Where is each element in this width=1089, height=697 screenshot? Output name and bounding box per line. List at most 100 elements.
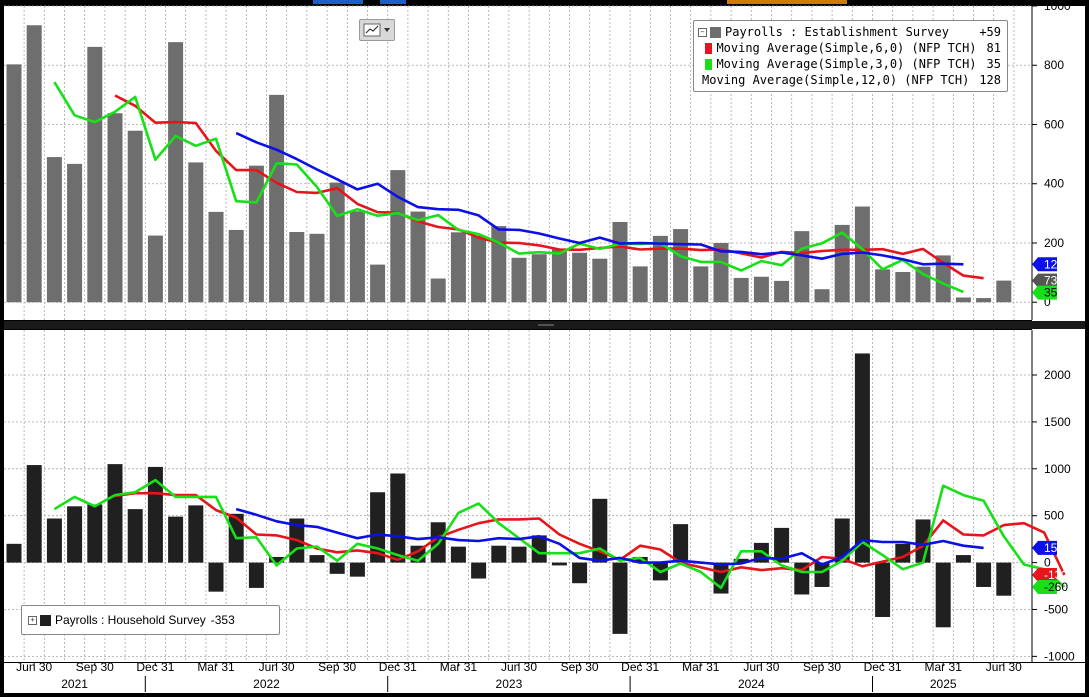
establishment-bar (147, 235, 163, 303)
establishment-bar (531, 254, 547, 303)
x-axis-strip (4, 663, 1085, 693)
ma3-line (53, 478, 1066, 590)
ma12-line (235, 131, 964, 266)
household-bar (127, 509, 143, 563)
y-tick-label: 600 (1044, 117, 1064, 131)
establishment-bar (632, 266, 648, 303)
value-tag-shape (1032, 540, 1057, 555)
legend-row-establishment[interactable]: − Payrolls : Establishment Survey +59 (698, 24, 1001, 40)
year-label: 2023 (496, 677, 523, 691)
household-bar (935, 562, 951, 628)
establishment-bar (370, 264, 386, 303)
legend-label: Payrolls : Household Survey (55, 613, 206, 627)
toolbar-tab-blue-2[interactable] (380, 0, 406, 4)
collapse-icon[interactable]: − (698, 27, 707, 37)
legend-row-ma6[interactable]: Moving Average(Simple,6,0) (NFP TCH) 81 (698, 40, 1001, 56)
establishment-bar (410, 211, 426, 303)
household-bar (673, 524, 689, 563)
y-tick-label: 200 (1044, 236, 1064, 250)
legend-label: Moving Average(Simple,12,0) (NFP TCH) (702, 73, 970, 87)
household-bar (87, 504, 103, 563)
legend-row-ma12[interactable]: Moving Average(Simple,12,0) (NFP TCH) 12… (698, 72, 1001, 88)
establishment-bar (592, 258, 608, 303)
value-tag-bar: 73 (1032, 273, 1058, 288)
legend-swatch-establishment (710, 26, 721, 38)
value-tag-ma6: -132 (1032, 567, 1068, 582)
household-bar (531, 535, 547, 563)
x-tick-label: Sep 30 (803, 660, 841, 674)
establishment-bar (753, 276, 769, 303)
toolbar-tab-orange[interactable] (727, 0, 847, 4)
establishment-bar (733, 277, 749, 303)
establishment-bar (450, 232, 466, 303)
establishment-bar (87, 46, 103, 303)
ma12-line (235, 507, 984, 566)
establishment-bar (471, 235, 487, 303)
establishment-bar (875, 269, 891, 303)
ma3-line (53, 81, 964, 294)
establishment-bar (329, 182, 345, 303)
value-tag-shape (1032, 273, 1057, 288)
x-tick-label: Sep 30 (318, 660, 356, 674)
line-chart-icon[interactable] (359, 19, 395, 41)
expand-icon[interactable]: + (28, 615, 37, 625)
establishment-bar (390, 170, 406, 303)
establishment-bar (713, 242, 729, 303)
y-tick-label: 0 (1044, 556, 1051, 570)
household-bar (976, 562, 992, 587)
x-tick-label: Jun 30 (16, 660, 52, 674)
legend-swatch-household (40, 614, 51, 626)
establishment-bar (188, 162, 204, 303)
toolbar-tab-blue[interactable] (313, 0, 363, 4)
establishment-bar (46, 157, 62, 303)
household-bar (511, 546, 527, 563)
establishment-bar (976, 298, 992, 303)
household-bar (996, 562, 1012, 596)
household-bar (6, 543, 22, 563)
establishment-bar (107, 113, 123, 303)
household-bar (875, 562, 891, 617)
establishment-bar (349, 211, 365, 303)
establishment-bar (794, 231, 810, 303)
bottom-legend[interactable]: + Payrolls : Household Survey -353 (21, 605, 280, 635)
legend-value: -353 (210, 613, 235, 627)
establishment-bar (248, 165, 264, 303)
year-label: 2025 (930, 677, 957, 691)
value-tag-ma12: 128 (1032, 257, 1064, 272)
value-tag-shape (1032, 285, 1057, 300)
top-legend[interactable]: − Payrolls : Establishment Survey +59 Mo… (693, 20, 1008, 92)
establishment-bar (955, 297, 971, 303)
value-tag-label: -260 (1044, 580, 1068, 594)
establishment-bar (430, 278, 446, 303)
household-bar (269, 556, 285, 563)
establishment-bar (612, 221, 628, 303)
establishment-bar (834, 224, 850, 303)
establishment-bar (67, 163, 83, 303)
establishment-bar (854, 206, 870, 303)
x-tick-label: Jun 30 (743, 660, 779, 674)
household-bar (551, 562, 567, 566)
household-bar (188, 505, 204, 563)
legend-row-ma3[interactable]: Moving Average(Simple,3,0) (NFP TCH) 35 (698, 56, 1001, 72)
establishment-bar (26, 25, 42, 303)
value-tag-ma3: -260 (1032, 579, 1068, 594)
legend-row-household[interactable]: + Payrolls : Household Survey -353 (28, 612, 273, 628)
household-bar (632, 556, 648, 563)
household-bar (572, 562, 588, 584)
y-tick-label: 1000 (1044, 0, 1071, 13)
establishment-bar (814, 289, 830, 303)
value-tag-ma12: 157 (1032, 540, 1064, 555)
establishment-bar (228, 229, 244, 303)
year-label: 2024 (738, 677, 765, 691)
value-tag-shape (1032, 257, 1057, 272)
legend-value: 128 (979, 73, 1001, 87)
y-tick-label: 1500 (1044, 415, 1071, 429)
establishment-bar (551, 249, 567, 303)
establishment-bar (289, 232, 305, 303)
y-tick-label: 400 (1044, 177, 1064, 191)
household-bar (592, 498, 608, 563)
household-bar (955, 555, 971, 563)
household-bar (471, 562, 487, 579)
